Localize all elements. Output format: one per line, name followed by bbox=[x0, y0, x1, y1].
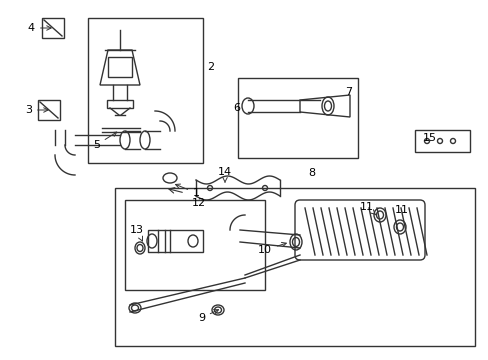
Text: 15: 15 bbox=[422, 133, 436, 143]
Bar bbox=[115, 188, 474, 346]
Text: 6: 6 bbox=[232, 103, 240, 113]
Bar bbox=[107, 100, 133, 108]
Text: 5: 5 bbox=[93, 132, 117, 150]
Bar bbox=[42, 18, 64, 38]
Text: 10: 10 bbox=[258, 242, 286, 255]
Text: 4: 4 bbox=[28, 23, 51, 33]
Bar bbox=[148, 230, 203, 252]
Polygon shape bbox=[100, 50, 140, 85]
Bar bbox=[108, 57, 132, 77]
Bar bbox=[38, 100, 60, 120]
Bar bbox=[414, 130, 469, 152]
Bar bbox=[238, 78, 357, 158]
Text: 11: 11 bbox=[359, 202, 375, 215]
FancyBboxPatch shape bbox=[294, 200, 424, 260]
Text: 11: 11 bbox=[394, 205, 408, 215]
Text: 14: 14 bbox=[218, 167, 232, 183]
Bar bbox=[88, 18, 203, 163]
Text: 12: 12 bbox=[192, 198, 206, 208]
Text: 13: 13 bbox=[130, 225, 143, 241]
Text: 9: 9 bbox=[198, 310, 218, 323]
Text: 2: 2 bbox=[206, 62, 214, 72]
Text: 8: 8 bbox=[307, 168, 314, 178]
Text: 7: 7 bbox=[345, 87, 351, 97]
Text: 3: 3 bbox=[25, 105, 48, 115]
Polygon shape bbox=[299, 95, 349, 117]
Bar bbox=[125, 200, 264, 290]
Text: 1: 1 bbox=[175, 184, 200, 198]
